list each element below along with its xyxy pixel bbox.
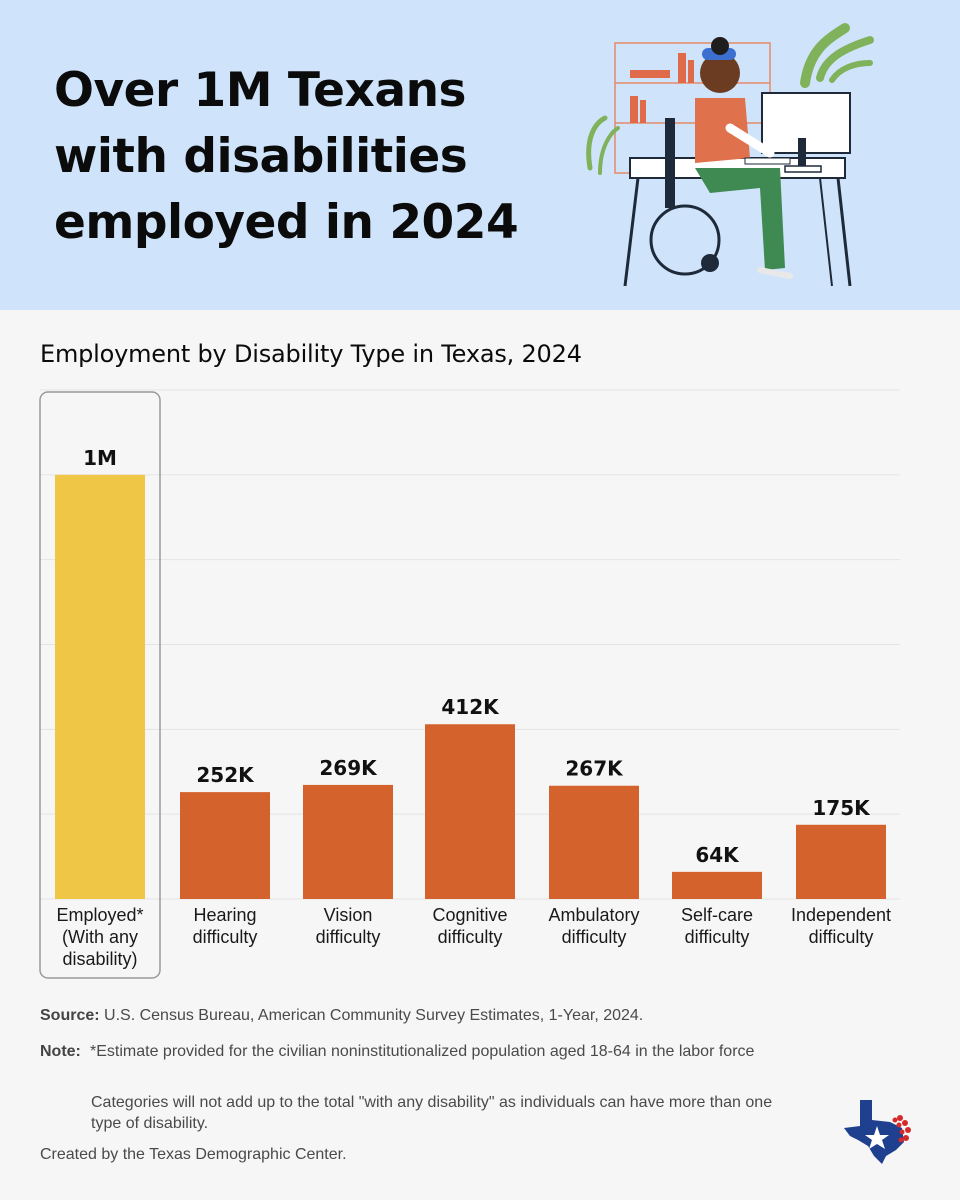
data-label: 1M: [83, 446, 117, 470]
chart-title: Employment by Disability Type in Texas, …: [40, 340, 582, 368]
data-label: 175K: [812, 796, 871, 820]
bar: [55, 474, 145, 899]
category-label: difficulty: [438, 927, 503, 947]
note-label: Note:: [40, 1043, 81, 1060]
category-label: disability): [62, 949, 137, 969]
source-label: Source:: [40, 1007, 100, 1024]
category-label: Employed*: [56, 905, 143, 925]
data-label: 64K: [695, 843, 740, 867]
category-label: difficulty: [562, 927, 627, 947]
source-text: U.S. Census Bureau, American Community S…: [104, 1007, 644, 1024]
data-label: 267K: [565, 757, 624, 781]
bar: [425, 724, 515, 899]
data-label: 269K: [319, 756, 378, 780]
category-label: difficulty: [809, 927, 874, 947]
bar: [796, 824, 886, 899]
header-banner: Over 1M Texans with disabilities employe…: [0, 0, 960, 310]
created-by: Created by the Texas Demographic Center.: [40, 1146, 347, 1163]
person-in-wheelchair-at-computer-illustration: [586, 23, 874, 287]
bar: [180, 792, 270, 899]
category-label: difficulty: [193, 927, 258, 947]
category-label: difficulty: [685, 927, 750, 947]
bar: [549, 785, 639, 899]
note-text-2: Categories will not add up to the total …: [91, 1094, 773, 1132]
category-label: Ambulatory: [548, 905, 639, 925]
category-label: Vision: [324, 905, 373, 925]
source-line: Source: U.S. Census Bureau, American Com…: [40, 1005, 643, 1026]
note-text-1: *Estimate provided for the civilian noni…: [90, 1043, 755, 1060]
data-label: 412K: [441, 695, 500, 719]
headline: Over 1M Texans with disabilities employe…: [54, 63, 519, 250]
category-label: Self-care: [681, 905, 753, 925]
bar: [303, 784, 393, 899]
category-label: Cognitive: [432, 905, 507, 925]
category-label: Hearing: [193, 905, 256, 925]
category-label: (With any: [62, 927, 138, 947]
highlight-box: [39, 391, 161, 979]
category-label: Independent: [791, 905, 891, 925]
texas-map-star-logo: [844, 1100, 911, 1164]
category-label: difficulty: [316, 927, 381, 947]
bar: [672, 871, 762, 899]
data-label: 252K: [196, 763, 255, 787]
